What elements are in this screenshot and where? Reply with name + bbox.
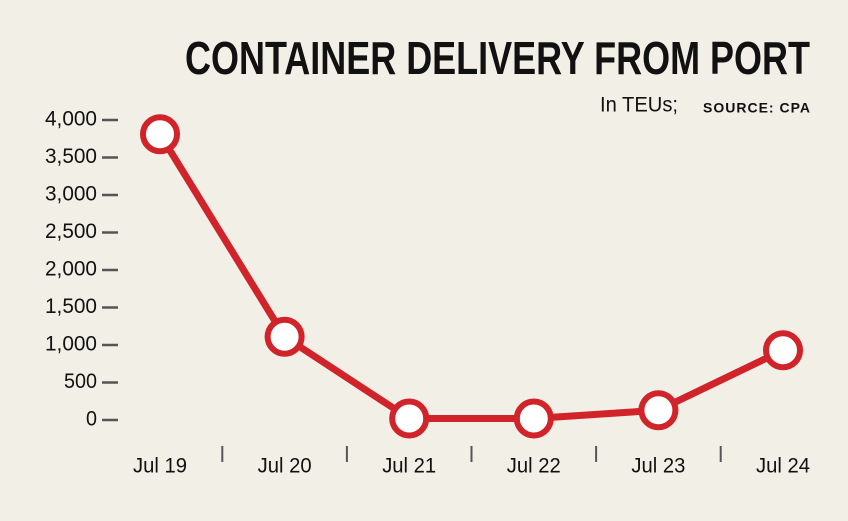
x-tick-label: Jul 20 bbox=[258, 455, 312, 478]
y-tick-label: 4,000 bbox=[45, 108, 97, 131]
chart-subtitle: In TEUs; bbox=[600, 94, 678, 117]
y-tick-label: 2,000 bbox=[45, 258, 97, 281]
data-point bbox=[264, 316, 305, 357]
data-point bbox=[763, 330, 803, 371]
y-tick-label: 0 bbox=[86, 408, 97, 431]
data-point bbox=[140, 114, 180, 155]
y-tick-label: 3,000 bbox=[45, 183, 97, 206]
x-tick-label: Jul 22 bbox=[507, 455, 561, 478]
y-tick-label: 1,000 bbox=[45, 333, 97, 356]
y-tick-label: 500 bbox=[64, 370, 97, 393]
x-tick-label: Jul 24 bbox=[756, 455, 810, 478]
y-tick-label: 2,500 bbox=[45, 220, 97, 243]
x-tick-label: Jul 23 bbox=[631, 455, 685, 478]
chart-title: CONTAINER DELIVERY FROM PORT bbox=[185, 32, 810, 84]
chart-source: SOURCE: CPA bbox=[703, 100, 811, 116]
data-line bbox=[157, 132, 785, 422]
data-point bbox=[389, 398, 430, 439]
x-tick-label: Jul 21 bbox=[382, 455, 436, 478]
data-point bbox=[638, 390, 679, 431]
y-tick-label: 1,500 bbox=[45, 295, 97, 318]
data-point bbox=[513, 398, 554, 439]
y-tick-label: 3,500 bbox=[45, 145, 97, 168]
x-tick-label: Jul 19 bbox=[133, 455, 187, 478]
